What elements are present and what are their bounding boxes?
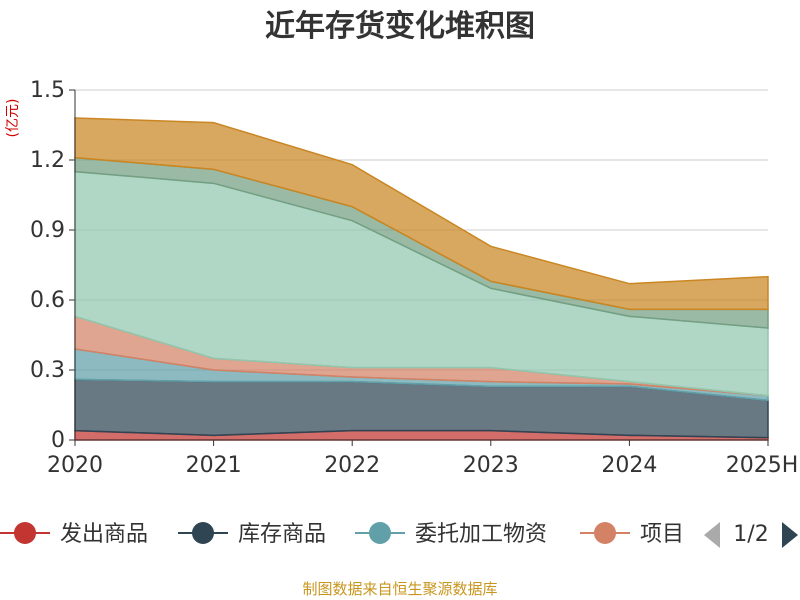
legend[interactable]: 发出商品 库存商品 委托加工物资 项目 1/2 [0,522,798,548]
x-tick-label: 2024 [601,453,657,478]
x-tick-label: 2023 [463,453,519,478]
legend-item-库存商品[interactable]: 库存商品 [178,522,326,547]
x-tick-label: 2021 [186,453,242,478]
y-tick-label: 0 [51,428,65,453]
area-series [74,117,769,311]
legend-item-项目[interactable]: 项目 [580,522,684,547]
legend-label: 发出商品 [60,522,148,547]
legend-label: 库存商品 [238,522,326,547]
y-tick-label: 0.6 [30,288,65,313]
legend-marker [14,522,36,544]
x-tick-label: 2025H [726,453,799,478]
legend-marker [369,522,391,544]
x-tick-label: 2022 [324,453,380,478]
legend-next-icon[interactable] [782,522,798,548]
y-tick-label: 1.5 [30,78,65,103]
y-unit-label: (亿元) [5,99,21,138]
legend-label: 委托加工物资 [415,522,547,547]
legend-item-发出商品[interactable]: 发出商品 [0,522,148,547]
legend-item-委托加工物资[interactable]: 委托加工物资 [355,522,547,547]
y-tick-label: 0.3 [30,358,65,383]
legend-page-indicator: 1/2 [733,522,768,547]
chart-title: 近年存货变化堆积图 [265,9,535,44]
axes: 2020 2021 2022 2023 2024 2025H [47,90,798,478]
source-footer: 制图数据来自恒生聚源数据库 [302,580,497,598]
y-tick-label: 0.9 [30,218,65,243]
x-tick-label: 2020 [47,453,103,478]
legend-marker [594,522,616,544]
legend-prev-icon[interactable] [704,522,720,548]
legend-marker [192,522,214,544]
legend-label: 项目 [640,522,684,547]
area-series [74,117,769,441]
y-tick-label: 1.2 [30,148,65,173]
